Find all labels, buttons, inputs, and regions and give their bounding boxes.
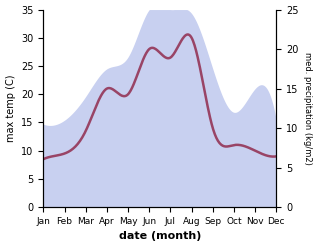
X-axis label: date (month): date (month) — [119, 231, 201, 242]
Y-axis label: max temp (C): max temp (C) — [5, 75, 16, 142]
Y-axis label: med. precipitation (kg/m2): med. precipitation (kg/m2) — [303, 52, 313, 165]
